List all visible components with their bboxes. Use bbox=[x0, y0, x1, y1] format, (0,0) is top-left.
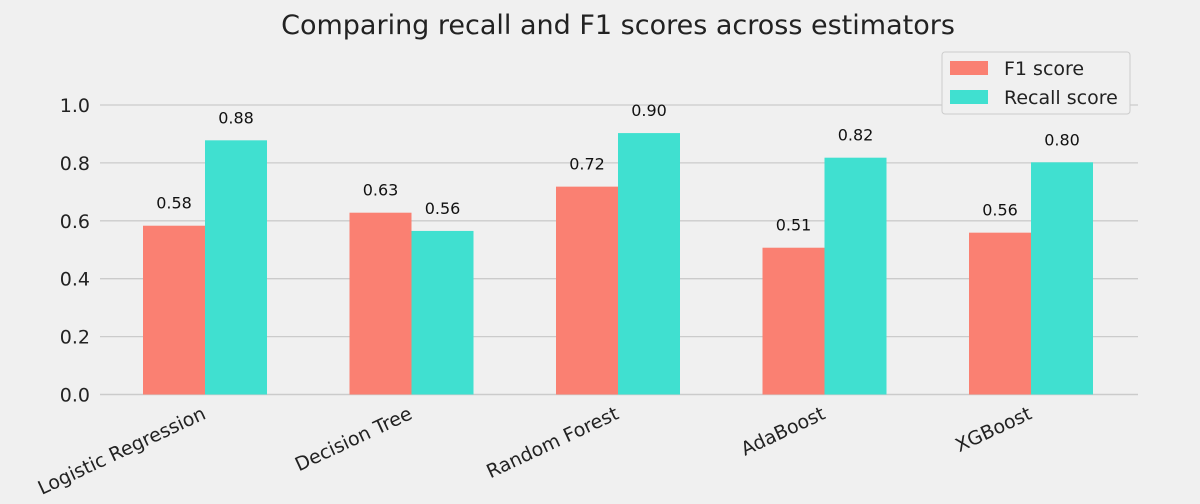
data-label: 0.63 bbox=[363, 181, 399, 200]
data-label: 0.56 bbox=[425, 199, 461, 218]
y-tick-label: 0.6 bbox=[60, 211, 90, 233]
bar-recall-score bbox=[411, 230, 474, 395]
bar-f1-score bbox=[349, 212, 412, 395]
bar-f1-score bbox=[969, 232, 1031, 395]
legend-label-f1: F1 score bbox=[1004, 58, 1084, 80]
y-tick-label: 1.0 bbox=[60, 95, 90, 117]
data-label: 0.80 bbox=[1044, 130, 1080, 149]
bars bbox=[143, 133, 1093, 395]
bar-recall-score bbox=[824, 157, 887, 395]
bar-f1-score bbox=[762, 247, 825, 395]
data-labels: 0.58 0.88 0.63 0.56 0.72 0.90 0.51 0.82 0.56 0.80 bbox=[156, 101, 1080, 235]
legend-swatch-f1 bbox=[950, 61, 988, 75]
legend-box bbox=[941, 51, 1131, 115]
x-tick-label: XGBoost bbox=[952, 403, 1035, 457]
bar-recall-score bbox=[1031, 162, 1093, 395]
chart-title: Comparing recall and F1 scores across es… bbox=[281, 10, 955, 41]
bar-f1-score bbox=[556, 186, 618, 395]
data-label: 0.88 bbox=[218, 108, 254, 127]
data-label: 0.58 bbox=[156, 194, 192, 213]
x-tick-label: AdaBoost bbox=[738, 403, 829, 461]
data-label: 0.56 bbox=[982, 201, 1018, 220]
x-tick-label: Random Forest bbox=[483, 403, 622, 483]
y-tick-label: 0.4 bbox=[60, 269, 90, 291]
data-label: 0.72 bbox=[569, 155, 605, 174]
bar-recall-score bbox=[205, 140, 267, 395]
x-axis-ticks: Logistic Regression Decision Tree Random F… bbox=[35, 403, 1035, 500]
y-tick-label: 0.0 bbox=[60, 385, 90, 407]
bar-f1-score bbox=[143, 225, 205, 395]
data-label: 0.51 bbox=[776, 216, 812, 235]
bar-recall-score bbox=[618, 133, 680, 395]
y-tick-label: 0.2 bbox=[60, 327, 90, 349]
x-tick-label: Decision Tree bbox=[292, 403, 416, 476]
y-tick-label: 0.8 bbox=[60, 153, 90, 175]
data-label: 0.90 bbox=[631, 101, 667, 120]
data-label: 0.82 bbox=[838, 126, 874, 145]
legend-swatch-recall bbox=[950, 90, 988, 104]
legend-label-recall: Recall score bbox=[1004, 87, 1118, 109]
x-tick-label: Logistic Regression bbox=[35, 403, 209, 500]
y-axis-ticks: 0.0 0.2 0.4 0.6 0.8 1.0 bbox=[60, 95, 90, 407]
legend: F1 score Recall score bbox=[941, 51, 1131, 115]
